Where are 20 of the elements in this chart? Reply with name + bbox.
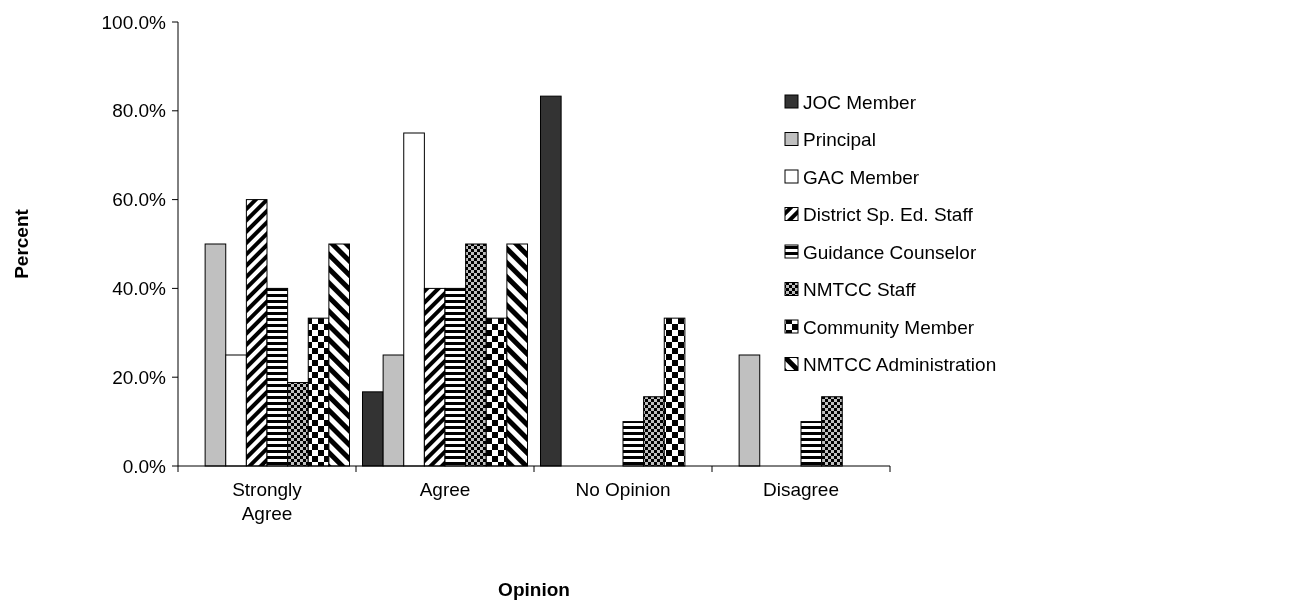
x-tick-label: Disagree [762,479,840,500]
y-tick-label: 80.0% [112,100,167,122]
y-tick-label: 0.0% [122,455,167,477]
legend-label: Guidance Counselor [803,241,977,263]
x-tick-label: Strongly Agree [232,479,303,524]
legend-label: NMTCC Staff [803,279,917,301]
legend-label: NMTCC Administration [803,354,997,376]
x-tick-label: Agree [419,479,471,500]
legend-label: Community Member [803,316,975,338]
y-tick-label: 60.0% [112,189,167,211]
y-axis-title: Percent [11,208,32,279]
legend-label: District Sp. Ed. Staff [803,204,974,226]
y-tick-label: 100.0% [101,11,167,33]
legend-label: JOC Member [803,91,917,113]
legend-label: Principal [803,129,876,151]
legend-label: GAC Member [803,166,920,188]
x-axis-title: Opinion [498,579,570,600]
y-tick-label: 40.0% [112,278,167,300]
x-tick-label: No Opinion [575,479,671,500]
y-tick-label: 20.0% [112,366,167,388]
